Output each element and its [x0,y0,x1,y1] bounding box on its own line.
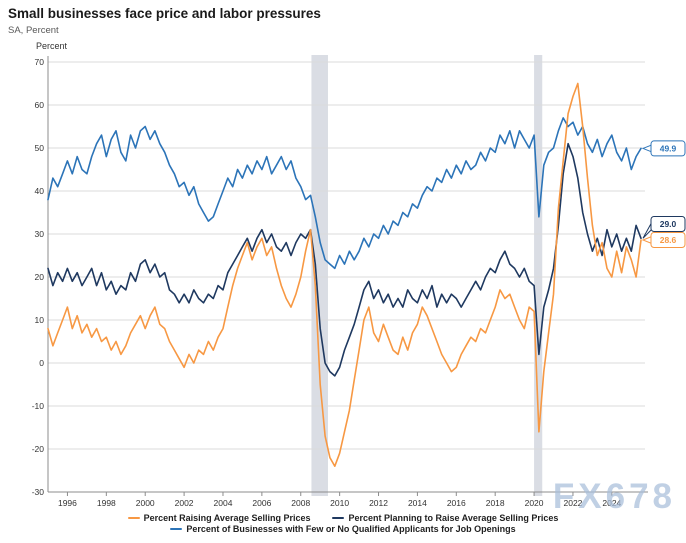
y-tick-label: 0 [39,358,44,368]
series-line-2 [47,117,642,270]
y-axis-title: Percent [36,41,68,51]
series-line-1 [47,142,642,377]
x-tick-label: 2008 [291,498,310,508]
x-tick-label: 2014 [408,498,427,508]
x-tick-label: 1996 [58,498,77,508]
x-tick-label: 2018 [486,498,505,508]
callout-box [650,216,686,233]
y-tick-label: -10 [32,401,45,411]
end-label-callout: 49.9 [641,140,686,157]
legend-item-qualified-applicants: Percent of Businesses with Few or No Qua… [170,524,516,534]
y-tick-label: 60 [35,100,45,110]
y-tick-label: -30 [32,487,45,497]
y-tick-label: 10 [35,315,45,325]
y-tick-label: 40 [35,186,45,196]
x-tick-label: 1998 [97,498,116,508]
x-tick-label: 2010 [330,498,349,508]
y-tick-label: 30 [35,229,45,239]
legend-swatch-orange [127,516,140,520]
series-line-0 [47,82,642,468]
x-tick-label: 2000 [136,498,155,508]
end-label-value: 49.9 [660,143,677,153]
recession-band [534,55,543,496]
x-tick-label: 2002 [175,498,194,508]
end-label-callout: 29.0 [642,216,686,239]
y-tick-label: -20 [32,444,45,454]
end-label-callout: 28.6 [641,232,686,249]
chart-legend: Percent Raising Average Selling Prices P… [0,513,686,534]
callout-box [650,140,686,157]
x-tick-label: 2012 [369,498,388,508]
x-tick-label: 2016 [447,498,466,508]
x-tick-label: 2004 [214,498,233,508]
legend-label: Percent Raising Average Selling Prices [143,513,311,523]
recession-band [311,55,328,496]
callout-box [650,232,686,249]
y-tick-label: 50 [35,143,45,153]
legend-swatch-blue [170,527,183,531]
x-tick-label: 2024 [602,498,621,508]
chart-subtitle: SA, Percent [8,25,59,36]
legend-label: Percent Planning to Raise Average Sellin… [348,513,559,523]
x-tick-label: 2006 [252,498,271,508]
end-label-value: 29.0 [660,219,677,229]
x-tick-label: 2022 [563,498,582,508]
legend-row-2: Percent of Businesses with Few or No Qua… [170,524,516,534]
end-label-value: 28.6 [660,235,677,245]
legend-item-planning-prices: Percent Planning to Raise Average Sellin… [332,513,558,523]
y-tick-label: 20 [35,272,45,282]
legend-row-1: Percent Raising Average Selling Prices P… [127,513,558,523]
y-tick-label: 70 [35,57,45,67]
legend-item-raising-prices: Percent Raising Average Selling Prices [127,513,311,523]
legend-label: Percent of Businesses with Few or No Qua… [186,524,516,534]
chart-title: Small businesses face price and labor pr… [8,6,321,21]
x-tick-label: 2020 [525,498,544,508]
legend-swatch-navy [332,516,345,520]
